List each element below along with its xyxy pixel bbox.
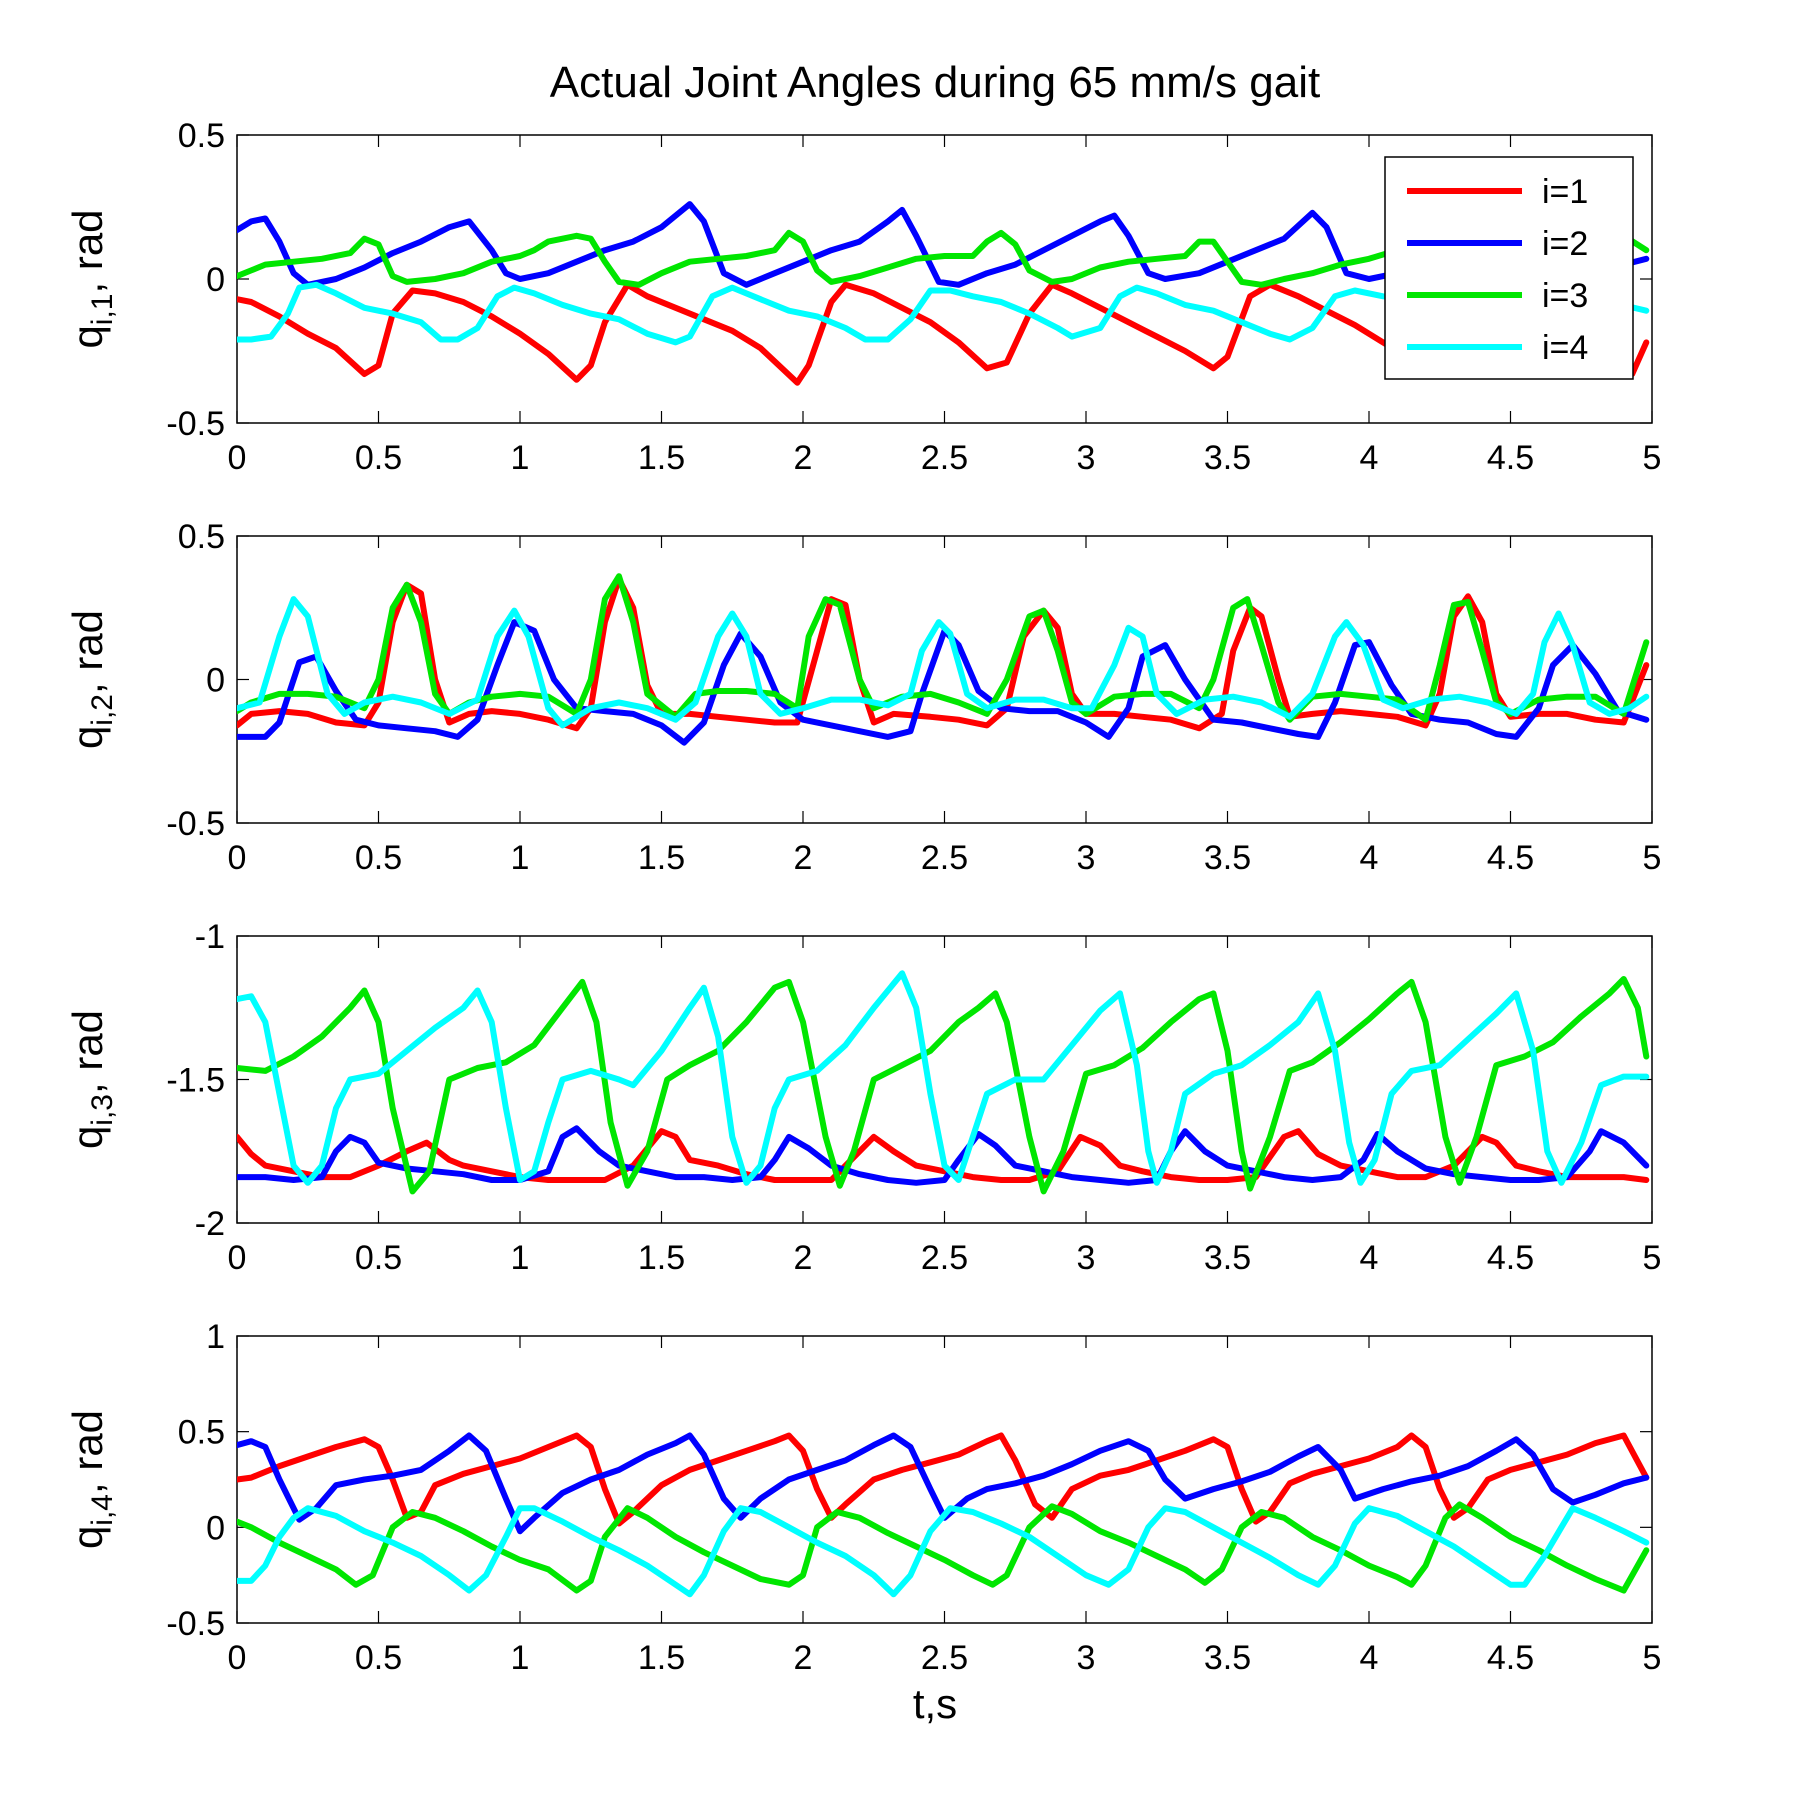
x-tick-label: 1 xyxy=(511,839,530,877)
x-tick-label: 1.5 xyxy=(638,439,685,477)
x-tick-label: 3 xyxy=(1077,439,1096,477)
series-line-i4 xyxy=(237,281,1650,346)
x-tick-label: 2 xyxy=(794,439,813,477)
series-group xyxy=(237,970,1650,1195)
x-tick-label: 5 xyxy=(1643,1239,1662,1277)
series-line-i3 xyxy=(237,1501,1650,1594)
y-tick-label: -2 xyxy=(195,1205,225,1243)
x-tick-label: 1 xyxy=(511,439,530,477)
x-tick-label: 4.5 xyxy=(1487,439,1534,477)
x-tick-label: 0 xyxy=(228,1239,247,1277)
y-tick-label: -0.5 xyxy=(166,1605,225,1643)
legend-label: i=3 xyxy=(1542,277,1588,315)
series-group xyxy=(237,1432,1650,1598)
x-tick-label: 1.5 xyxy=(638,1639,685,1677)
y-axis-label: qi,3, rad xyxy=(64,1010,119,1149)
legend-label: i=2 xyxy=(1542,225,1588,263)
subplot-stack: 0 0.5 1 1.5 2 2.5 3 3.5 4 4.5 5-0.500.5qi,1, radi=… xyxy=(64,117,1661,1677)
y-tick-label: 0.5 xyxy=(178,117,225,155)
y-tick-label: -0.5 xyxy=(166,805,225,843)
y-tick-label: 0 xyxy=(206,662,225,700)
series-group xyxy=(237,573,1650,746)
x-tick-label: 5 xyxy=(1643,439,1662,477)
x-tick-label: 4.5 xyxy=(1487,1239,1534,1277)
x-tick-label: 0.5 xyxy=(355,1239,402,1277)
series-line-i4 xyxy=(237,970,1650,1186)
series-line-i2 xyxy=(237,1125,1650,1186)
x-axis-label: t,s xyxy=(913,1680,957,1727)
x-tick-label: 1.5 xyxy=(638,1239,685,1277)
x-tick-label: 4 xyxy=(1360,1639,1379,1677)
x-tick-label: 0 xyxy=(228,839,247,877)
series-line-i4 xyxy=(237,596,1650,729)
x-tick-label: 4.5 xyxy=(1487,1639,1534,1677)
y-tick-label: 0 xyxy=(206,261,225,299)
y-axis-label: qi,1, rad xyxy=(64,209,119,348)
legend-label: i=1 xyxy=(1542,173,1588,211)
x-tick-label: 2 xyxy=(794,1239,813,1277)
x-tick-label: 0 xyxy=(228,439,247,477)
x-tick-label: 0.5 xyxy=(355,439,402,477)
x-tick-label: 0 xyxy=(228,1639,247,1677)
x-tick-label: 5 xyxy=(1643,1639,1662,1677)
x-tick-label: 3 xyxy=(1077,1239,1096,1277)
x-tick-label: 4 xyxy=(1360,1239,1379,1277)
x-tick-label: 5 xyxy=(1643,839,1662,877)
y-tick-label: 0 xyxy=(206,1509,225,1547)
x-tick-label: 3 xyxy=(1077,1639,1096,1677)
y-axis-label: qi,4, rad xyxy=(64,1410,119,1549)
y-tick-label: 0.5 xyxy=(178,1414,225,1452)
x-tick-label: 4.5 xyxy=(1487,839,1534,877)
legend-label: i=4 xyxy=(1542,329,1588,367)
y-tick-label: 0.5 xyxy=(178,518,225,556)
x-tick-label: 1 xyxy=(511,1639,530,1677)
x-tick-label: 2.5 xyxy=(921,1239,968,1277)
y-axis-label: qi,2, rad xyxy=(64,610,119,749)
x-tick-label: 4 xyxy=(1360,839,1379,877)
series-line-i2 xyxy=(237,1432,1650,1535)
x-tick-label: 2.5 xyxy=(921,439,968,477)
x-tick-label: 0.5 xyxy=(355,1639,402,1677)
x-tick-label: 2 xyxy=(794,1639,813,1677)
series-line-i3 xyxy=(237,976,1650,1195)
x-tick-label: 2.5 xyxy=(921,1639,968,1677)
y-tick-label: -1.5 xyxy=(166,1062,225,1100)
x-tick-label: 3.5 xyxy=(1204,839,1251,877)
x-tick-label: 3.5 xyxy=(1204,1639,1251,1677)
series-line-i1 xyxy=(237,1432,1650,1527)
legend: i=1 i=2 i=3 i=4 xyxy=(1384,156,1634,380)
y-tick-label: -0.5 xyxy=(166,405,225,443)
series-line-i1 xyxy=(237,576,1650,732)
x-tick-label: 2 xyxy=(794,839,813,877)
x-tick-label: 1 xyxy=(511,1239,530,1277)
series-line-i4 xyxy=(237,1505,1650,1598)
x-tick-label: 4 xyxy=(1360,439,1379,477)
figure-title: Actual Joint Angles during 65 mm/s gait xyxy=(550,58,1320,107)
x-tick-label: 3.5 xyxy=(1204,439,1251,477)
x-tick-label: 1.5 xyxy=(638,839,685,877)
y-tick-label: -1 xyxy=(195,918,225,956)
x-tick-label: 2.5 xyxy=(921,839,968,877)
subplot-1: 0 0.5 1 1.5 2 2.5 3 3.5 4 4.5 5-0.500.5qi,1, radi=… xyxy=(64,117,1661,477)
y-tick-label: 1 xyxy=(206,1318,225,1356)
subplot-2: 0 0.5 1 1.5 2 2.5 3 3.5 4 4.5 5-0.500.5qi,2, rad xyxy=(64,518,1661,877)
x-tick-label: 0.5 xyxy=(355,839,402,877)
x-tick-label: 3 xyxy=(1077,839,1096,877)
series-line-i1 xyxy=(237,1128,1650,1183)
x-tick-label: 3.5 xyxy=(1204,1239,1251,1277)
subplot-3: 0 0.5 1 1.5 2 2.5 3 3.5 4 4.5 5 -2 -1.5 -1 qi,3, rad xyxy=(64,918,1661,1277)
